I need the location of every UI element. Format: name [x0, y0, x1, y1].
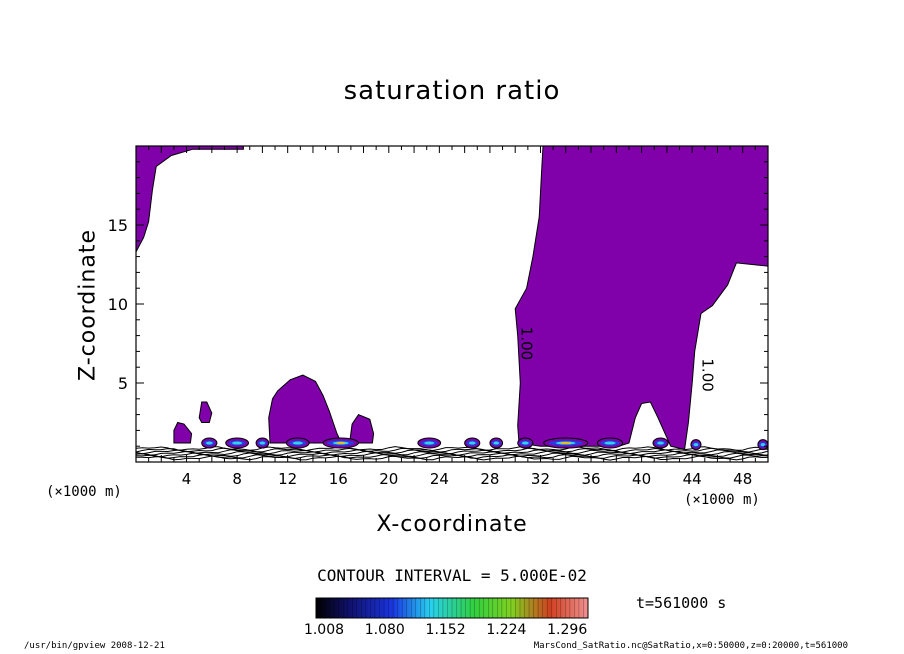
surface-contour — [136, 445, 768, 452]
y-tick-label: 5 — [118, 374, 128, 393]
cloud-base-core-inner — [657, 441, 664, 445]
contour-interval-label: CONTOUR INTERVAL = 5.000E-02 — [317, 566, 587, 585]
cloud-base-core-inner — [760, 443, 766, 447]
x-tick-label: 20 — [379, 470, 398, 488]
x-tick-label: 12 — [278, 470, 297, 488]
footer-left: /usr/bin/gpview 2008-12-21 — [24, 641, 165, 651]
cloud-base-core-inner — [604, 441, 616, 445]
x-tick-label: 40 — [632, 470, 651, 488]
chart-title: saturation ratio — [343, 76, 561, 106]
time-label: t=561000 s — [636, 594, 727, 612]
contour-label: 1.00 — [518, 327, 536, 360]
region-mid-dome — [268, 374, 375, 444]
y-axis-label: Z-coordinate — [75, 229, 101, 381]
x-tick-label: 44 — [683, 470, 702, 488]
region-top-left — [136, 146, 244, 253]
surface-contour — [136, 453, 768, 460]
x-unit-label-left: (×1000 m) — [46, 484, 122, 500]
colorbar — [315, 597, 589, 619]
surface-contour — [136, 449, 768, 455]
x-tick-label: 48 — [733, 470, 752, 488]
region-small-blob-a — [173, 421, 193, 444]
cloud-base-core-inner — [468, 441, 476, 445]
cloud-base-core-inner — [424, 441, 435, 445]
cloud-base-core-inner — [693, 443, 699, 447]
y-tick-label: 15 — [108, 216, 128, 235]
colorbar-tick-label: 1.008 — [304, 622, 344, 638]
cloud-base-core-peak — [336, 441, 346, 445]
colorbar-tick-label: 1.296 — [547, 622, 587, 638]
region-right-column — [514, 146, 768, 451]
x-tick-label: 36 — [581, 470, 600, 488]
cloud-base-core-peak — [560, 441, 572, 445]
cloud-base-core-inner — [521, 441, 529, 445]
contour-label: 1.00 — [698, 358, 716, 391]
colorbar-tick-label: 1.224 — [486, 622, 526, 638]
cloud-base-core-inner — [292, 441, 303, 445]
x-tick-label: 24 — [430, 470, 449, 488]
x-axis-label: X-coordinate — [376, 512, 528, 537]
colorbar-tick-label: 1.080 — [365, 622, 405, 638]
x-tick-label: 8 — [232, 470, 242, 488]
x-tick-label: 16 — [329, 470, 348, 488]
surface-contour — [136, 447, 768, 453]
x-unit-label-right: (×1000 m) — [684, 492, 760, 508]
colorbar-tick-label: 1.152 — [426, 622, 466, 638]
surface-contour — [136, 455, 768, 461]
x-tick-label: 32 — [531, 470, 550, 488]
cloud-base-core-inner — [232, 441, 243, 445]
region-small-blob-b — [198, 401, 213, 423]
x-tick-label: 4 — [182, 470, 192, 488]
cloud-base-core-inner — [493, 441, 500, 445]
footer-right: MarsCond_SatRatio.nc@SatRatio,x=0:50000,… — [533, 641, 848, 651]
cloud-base-core-inner — [205, 441, 213, 445]
y-tick-label: 10 — [108, 295, 128, 314]
x-tick-label: 28 — [480, 470, 499, 488]
cloud-base-core-inner — [259, 441, 266, 445]
